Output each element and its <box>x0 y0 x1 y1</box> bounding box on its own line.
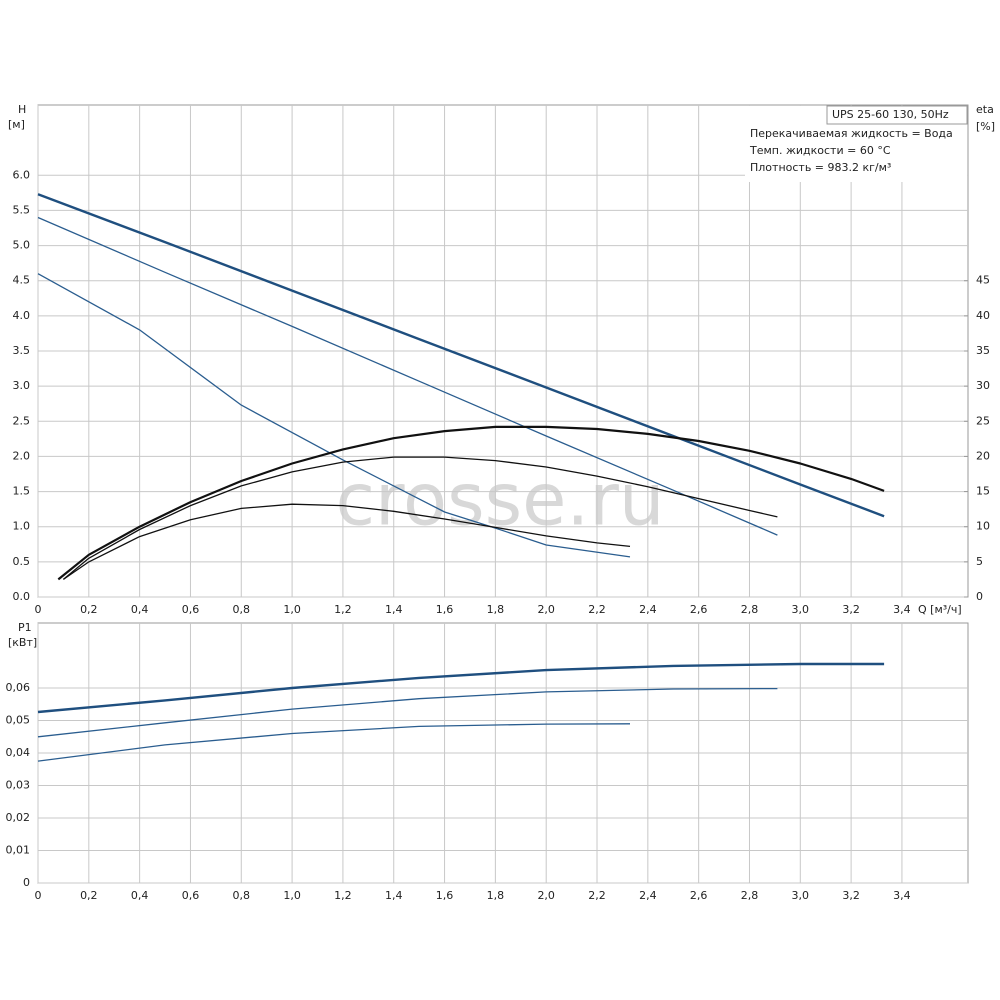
x-tick-label: 0,2 <box>80 889 98 902</box>
y-tick-label: 5.5 <box>13 203 31 216</box>
curve <box>37 216 778 536</box>
x-tick-label: 0 <box>35 603 42 616</box>
y2-tick-label: 35 <box>976 344 990 357</box>
y-axis-label: P1 <box>18 621 32 634</box>
y2-tick-label: 20 <box>976 449 990 462</box>
y-axis-unit: [м] <box>8 118 25 131</box>
x-tick-label: 2,0 <box>537 889 555 902</box>
y-tick-label: 4.0 <box>13 309 31 322</box>
y2-tick-label: 0 <box>976 590 983 603</box>
y2-tick-label: 5 <box>976 555 983 568</box>
y2-tick-label: 10 <box>976 520 990 533</box>
y-tick-label: 2.5 <box>13 414 31 427</box>
y-tick-label: 5.0 <box>13 239 31 252</box>
y-tick-label: 0,05 <box>6 714 31 727</box>
x-tick-label: 1,0 <box>283 603 301 616</box>
y-tick-label: 0,04 <box>6 746 31 759</box>
y-tick-label: 2.0 <box>13 449 31 462</box>
x-tick-label: 0,8 <box>233 603 251 616</box>
x-tick-label: 2,6 <box>690 889 708 902</box>
info-title-box <box>826 105 968 125</box>
y2-tick-label: 15 <box>976 485 990 498</box>
x-tick-label: 2,4 <box>639 603 657 616</box>
x-tick-label: 1,6 <box>436 889 454 902</box>
x-tick-label: 1,8 <box>487 603 505 616</box>
y-tick-label: 6.0 <box>13 168 31 181</box>
x-label-bg <box>913 602 965 618</box>
x-tick-label: 0,6 <box>182 889 200 902</box>
curve <box>63 503 631 580</box>
info-line: Темп. жидкости = 60 °C <box>749 144 891 157</box>
x-tick-label: 2,6 <box>690 603 708 616</box>
x-tick-label: 2,2 <box>588 889 606 902</box>
info-line: Плотность = 983.2 кг/м³ <box>750 161 891 174</box>
y2-tick-label: 45 <box>976 274 990 287</box>
info-line: Перекачиваемая жидкость = Вода <box>750 127 953 140</box>
y-axis-label: H <box>18 103 26 116</box>
x-tick-label: 1,6 <box>436 603 454 616</box>
x-tick-label: 1,0 <box>283 889 301 902</box>
x-tick-label: 1,2 <box>334 603 352 616</box>
curve <box>57 425 885 581</box>
y2-axis-label: eta <box>976 103 994 116</box>
x-tick-label: 2,4 <box>639 889 657 902</box>
y-tick-label: 0 <box>23 876 30 889</box>
x-tick-label: 3,4 <box>893 603 911 616</box>
curve <box>37 723 631 762</box>
y-tick-label: 0,06 <box>6 681 31 694</box>
x-tick-label: 1,4 <box>385 889 403 902</box>
y-tick-label: 1.5 <box>13 485 31 498</box>
model-name: UPS 25-60 130, 50Hz <box>832 108 949 121</box>
watermark: crosse.ru <box>335 458 664 542</box>
x-tick-label: 2,8 <box>741 889 759 902</box>
x-tick-label: 2,0 <box>537 603 555 616</box>
curve <box>62 456 778 580</box>
y2-tick-label: 25 <box>976 414 990 427</box>
x-tick-label: 2,8 <box>741 603 759 616</box>
y-tick-label: 3.5 <box>13 344 31 357</box>
x-tick-label: 0,4 <box>131 889 149 902</box>
y2-tick-label: 30 <box>976 379 990 392</box>
x-tick-label: 3,4 <box>893 889 911 902</box>
y-tick-label: 0,02 <box>6 811 31 824</box>
y2-tick-label: 40 <box>976 309 990 322</box>
y-tick-label: 4.5 <box>13 274 31 287</box>
y-axis-unit: [кВт] <box>8 636 37 649</box>
x-tick-label: 1,8 <box>487 889 505 902</box>
x-axis-label: Q [м³/ч] <box>918 603 962 616</box>
x-tick-label: 2,2 <box>588 603 606 616</box>
y-tick-label: 3.0 <box>13 379 31 392</box>
y-tick-label: 0,03 <box>6 779 31 792</box>
x-tick-label: 0,6 <box>182 603 200 616</box>
x-tick-label: 3,0 <box>792 889 810 902</box>
y-tick-label: 0.5 <box>13 555 31 568</box>
x-tick-label: 1,2 <box>334 889 352 902</box>
x-tick-label: 0,8 <box>233 889 251 902</box>
x-tick-label: 0,4 <box>131 603 149 616</box>
curve <box>37 273 631 558</box>
x-tick-label: 3,2 <box>842 889 860 902</box>
y2-axis-unit: [%] <box>976 120 995 133</box>
curve <box>37 193 885 518</box>
y-tick-label: 0.0 <box>13 590 31 603</box>
curve <box>37 662 885 714</box>
x-tick-label: 1,4 <box>385 603 403 616</box>
y-tick-label: 1.0 <box>13 520 31 533</box>
x-tick-label: 3,2 <box>842 603 860 616</box>
x-tick-label: 0,2 <box>80 603 98 616</box>
x-tick-label: 3,0 <box>792 603 810 616</box>
x-tick-label: 0 <box>35 889 42 902</box>
curve <box>37 687 778 738</box>
y-tick-label: 0,01 <box>6 844 31 857</box>
